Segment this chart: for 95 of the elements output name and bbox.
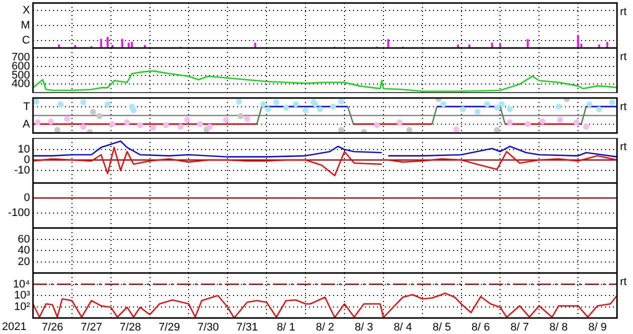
point <box>90 108 96 115</box>
x-axis-title: 2021 <box>2 321 26 334</box>
point <box>130 107 137 114</box>
point <box>453 126 460 132</box>
text: rt <box>620 51 627 64</box>
y-tick-label: 400 <box>12 78 30 90</box>
x-tick-label: 7/28 <box>120 322 142 334</box>
point <box>137 122 144 128</box>
point <box>494 104 500 111</box>
point <box>583 124 590 130</box>
text: X <box>22 4 31 17</box>
y-tick-label: 0 <box>24 192 30 204</box>
x-tick-label: 7/30 <box>197 322 219 334</box>
point <box>317 106 324 112</box>
x-tick-label: 7/29 <box>158 322 180 334</box>
text: T <box>23 100 30 113</box>
point <box>64 116 70 122</box>
y-tick-label: 10 <box>18 144 30 156</box>
point <box>124 119 130 126</box>
point <box>109 121 116 128</box>
point <box>440 101 446 108</box>
y-tick-label: -10 <box>14 164 30 176</box>
point <box>556 104 562 110</box>
text: C <box>22 34 30 47</box>
point <box>506 106 513 112</box>
x-tick-label: 8/ 1 <box>276 322 296 334</box>
x-tick-label: 7/26 <box>42 322 64 334</box>
x-tick-label: 7/31 <box>236 322 258 334</box>
text: M <box>20 20 30 32</box>
y-tick-label: 0 <box>24 154 30 166</box>
point <box>524 121 531 128</box>
y-tick-label: 40 <box>18 244 30 257</box>
point <box>474 108 480 115</box>
point <box>48 118 54 124</box>
point <box>80 124 86 130</box>
x-tick-label: 8/ 5 <box>432 322 451 334</box>
point <box>406 127 412 133</box>
point <box>609 99 616 106</box>
point <box>184 116 190 123</box>
point <box>80 99 86 106</box>
y-tick-label: 10² <box>14 300 30 313</box>
point <box>302 107 309 114</box>
x-tick-label: 8/ 7 <box>510 322 529 334</box>
point <box>206 124 213 130</box>
text: rt <box>620 101 627 114</box>
text: A <box>22 118 31 130</box>
point <box>539 118 546 124</box>
point <box>178 124 184 130</box>
point <box>557 116 564 123</box>
point <box>573 119 580 126</box>
y-tick-label: 60 <box>18 233 30 246</box>
point <box>330 104 336 110</box>
text: rt <box>620 141 627 154</box>
point <box>338 127 344 133</box>
y-tick-label: -100 <box>8 207 30 220</box>
point <box>498 101 505 108</box>
point <box>374 122 380 128</box>
point <box>283 104 290 111</box>
text: rt <box>620 276 627 288</box>
point <box>223 116 230 123</box>
point <box>197 121 204 128</box>
x-tick-label: 7/27 <box>80 322 102 334</box>
x-tick-label: 8/ 9 <box>588 322 607 334</box>
x-tick-label: 8/ 4 <box>394 322 412 334</box>
point <box>34 119 41 126</box>
point <box>506 119 513 126</box>
point <box>292 101 299 108</box>
x-tick-label: 8/ 8 <box>549 322 568 334</box>
point <box>58 101 64 108</box>
point <box>238 113 244 120</box>
point <box>484 101 490 108</box>
point <box>596 106 602 112</box>
point <box>236 98 242 105</box>
y-tick-label: 10³ <box>14 290 30 302</box>
point <box>586 101 592 108</box>
point <box>338 98 344 105</box>
point <box>396 119 403 126</box>
point <box>265 106 272 112</box>
point <box>244 116 250 122</box>
y-tick-label: 10⁴ <box>13 278 30 290</box>
point <box>460 106 466 112</box>
point <box>163 122 170 128</box>
point <box>54 127 60 133</box>
point <box>273 99 280 106</box>
point <box>96 113 103 120</box>
x-tick-label: 8/ 3 <box>354 322 374 334</box>
point <box>104 101 111 108</box>
x-tick-label: 8/ 2 <box>316 322 334 334</box>
point <box>33 98 40 105</box>
point <box>260 101 266 108</box>
point <box>494 127 500 133</box>
x-tick-label: 8/ 6 <box>472 322 490 334</box>
text: rt <box>620 6 627 18</box>
point <box>150 124 156 131</box>
y-tick-label: 20 <box>18 256 30 268</box>
